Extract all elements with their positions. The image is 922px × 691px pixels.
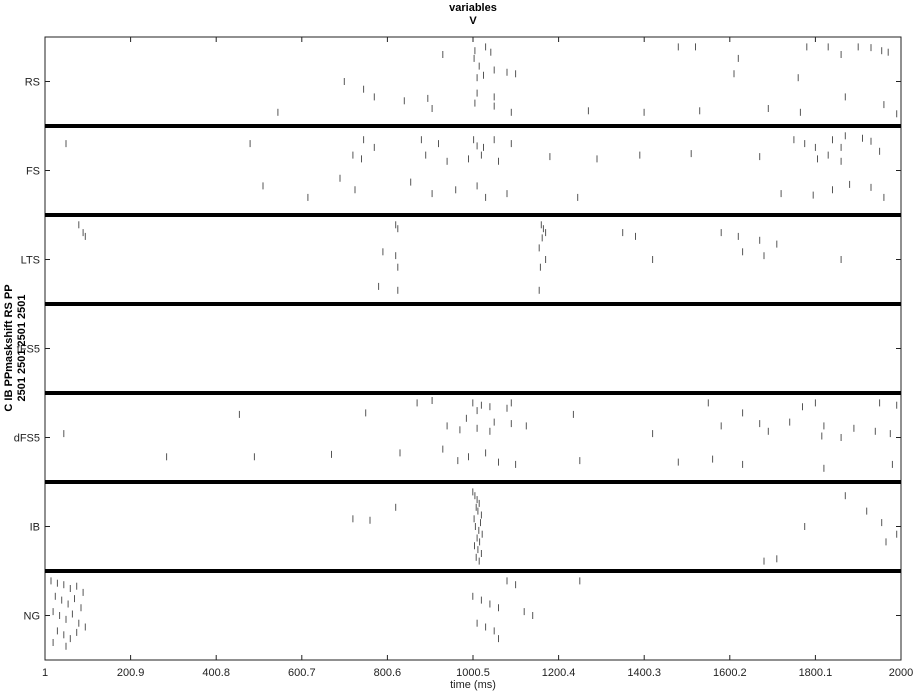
x-tick-label-4: 800.6 xyxy=(374,667,402,679)
x-tick-label-10: 2000 xyxy=(889,667,913,679)
y-tick-label-IB: IB xyxy=(30,522,40,534)
x-tick-label-2: 400.8 xyxy=(202,667,230,679)
x-tick-label-5: 1000.5 xyxy=(456,667,490,679)
y-tick-label-NG: NG xyxy=(24,611,41,623)
x-tick-label-0: 1 xyxy=(42,667,48,679)
x-tick-label-7: 1400.3 xyxy=(627,667,661,679)
y-axis-label-line-1: C IB PPmaskshift RS PP xyxy=(3,284,15,411)
y-tick-label-RS: RS xyxy=(25,77,40,89)
x-tick-label-9: 1800.1 xyxy=(799,667,833,679)
y-axis-ticks: RS FS LTS tFS5 dFS5 IB NG xyxy=(14,77,901,623)
y-axis-label-line-2: 2501 2501 2501 2501 xyxy=(16,294,28,401)
x-axis-label: time (ms) xyxy=(450,679,496,691)
chart-title-line-1: variables xyxy=(449,2,497,14)
x-axis-ticks: 1 200.9 400.8 600.7 800.6 1000.5 1200.4 1400.3 1… xyxy=(42,37,913,679)
x-tick-label-8: 1600.2 xyxy=(713,667,747,679)
x-tick-label-3: 600.7 xyxy=(288,667,316,679)
group-dividers xyxy=(45,124,901,573)
y-tick-label-dFS5: dFS5 xyxy=(14,433,40,445)
x-tick-label-6: 1200.4 xyxy=(542,667,576,679)
y-tick-label-LTS: LTS xyxy=(21,255,40,267)
spike-layer xyxy=(50,43,898,650)
plot-frame xyxy=(44,36,902,661)
x-tick-label-1: 200.9 xyxy=(117,667,145,679)
y-axis-label-group: C IB PPmaskshift RS PP 2501 2501 2501 25… xyxy=(3,284,28,411)
chart-title-line-2: V xyxy=(469,15,477,27)
y-tick-label-tFS5: tFS5 xyxy=(17,344,40,356)
y-tick-label-FS: FS xyxy=(26,166,40,178)
